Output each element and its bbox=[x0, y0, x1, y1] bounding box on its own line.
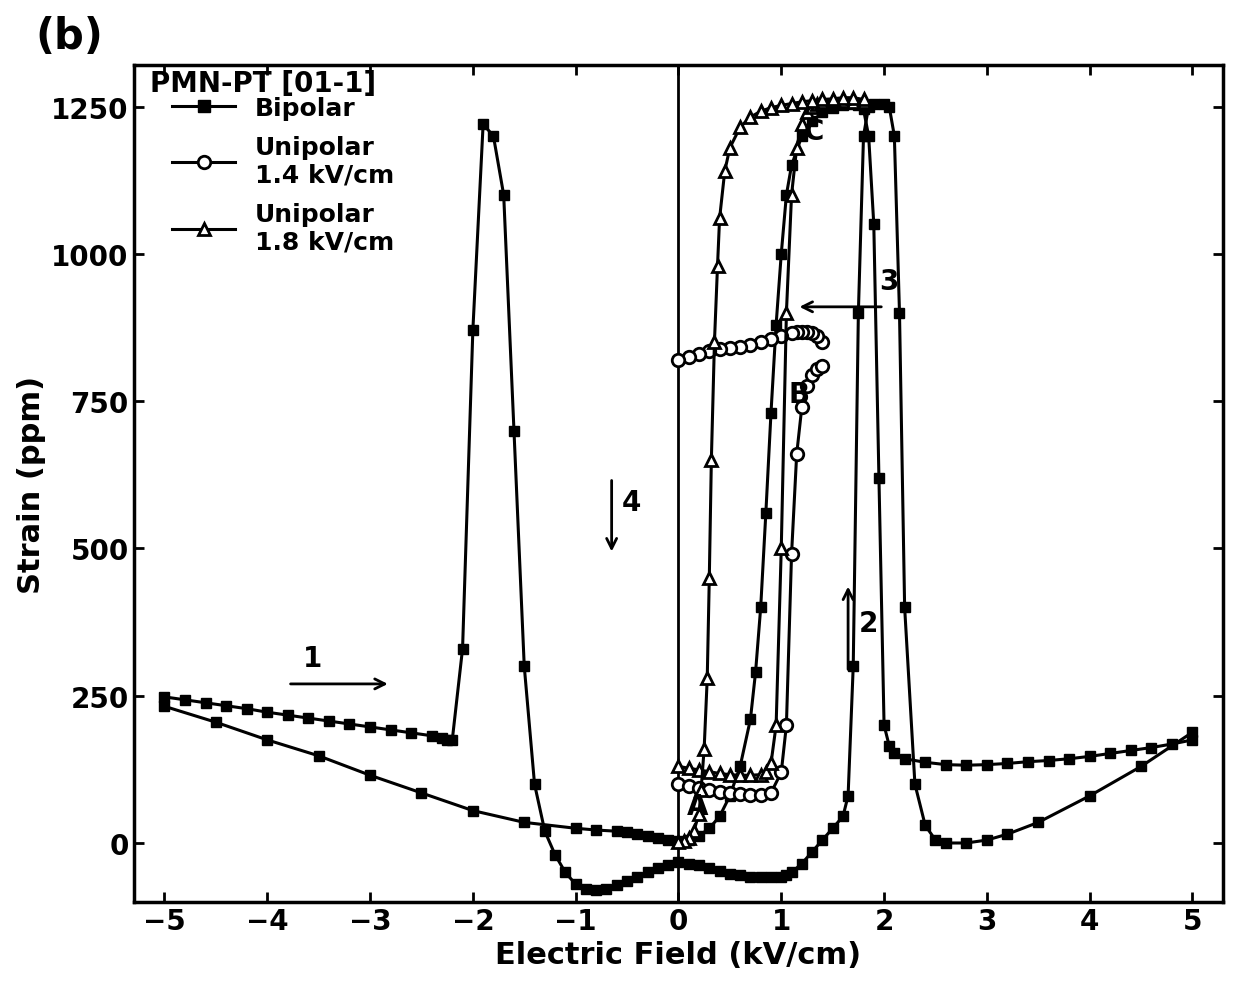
Text: B: B bbox=[789, 381, 810, 409]
Text: PMN-PT [01-1]: PMN-PT [01-1] bbox=[150, 70, 376, 99]
Text: 3: 3 bbox=[879, 268, 898, 296]
Text: C: C bbox=[804, 117, 825, 146]
Text: (b): (b) bbox=[36, 16, 103, 58]
Text: 4: 4 bbox=[622, 489, 641, 517]
Legend: Bipolar, Unipolar
1.4 kV/cm, Unipolar
1.8 kV/cm: Bipolar, Unipolar 1.4 kV/cm, Unipolar 1.… bbox=[162, 87, 404, 264]
Text: 2: 2 bbox=[858, 609, 878, 637]
Text: 1: 1 bbox=[304, 645, 322, 672]
Text: A: A bbox=[687, 792, 708, 819]
X-axis label: Electric Field (kV/cm): Electric Field (kV/cm) bbox=[496, 941, 862, 969]
Y-axis label: Strain (ppm): Strain (ppm) bbox=[16, 375, 46, 593]
